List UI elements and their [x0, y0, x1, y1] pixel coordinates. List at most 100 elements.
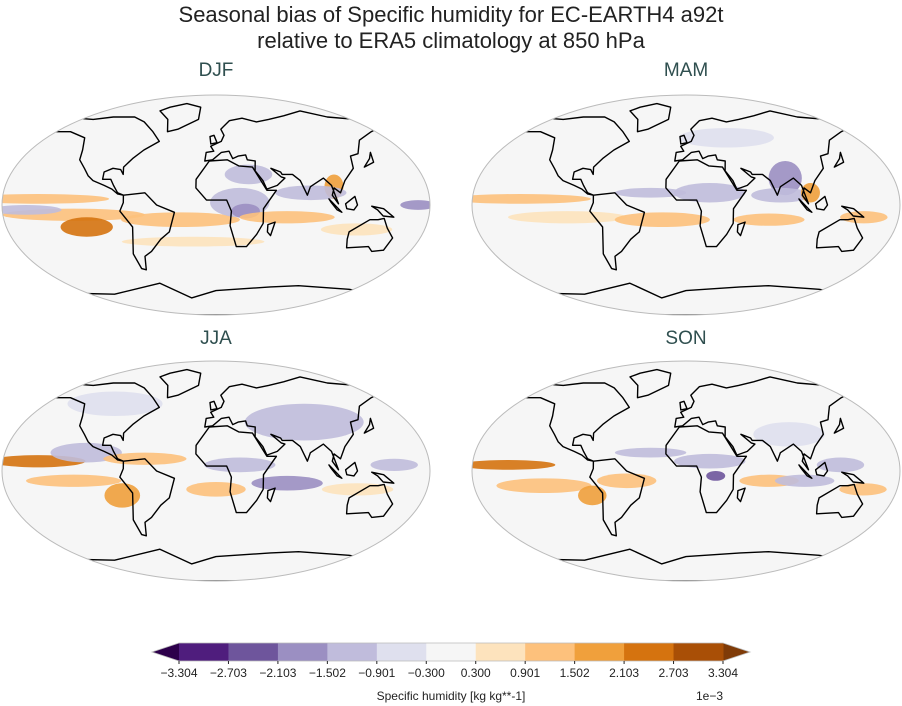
- bias-contour: [60, 217, 113, 237]
- bias-contour: [275, 185, 347, 201]
- bias-contour: [400, 200, 430, 210]
- map-background: [472, 95, 900, 315]
- bias-contour: [753, 422, 825, 447]
- bias-contour: [674, 183, 746, 203]
- map-background: [472, 361, 900, 581]
- bias-contour: [2, 205, 62, 215]
- bias-contour: [224, 164, 273, 185]
- coastline-new-guinea: [841, 205, 865, 218]
- colorbar-extend-max: [723, 643, 750, 661]
- coastline-north-america: [55, 116, 160, 196]
- coastline-uk: [679, 400, 688, 411]
- colorbar-tick-label: −3.304: [160, 666, 197, 680]
- coastline-madagascar: [736, 487, 746, 503]
- coastline-antarctica: [61, 282, 371, 315]
- colorbar-segment: [624, 643, 675, 661]
- coastline-greenland: [629, 368, 672, 399]
- bias-contour: [751, 187, 811, 203]
- bias-contour: [121, 236, 265, 247]
- colorbar-tick-label: 0.901: [510, 666, 540, 680]
- map-boundary: [1, 94, 431, 316]
- coastline-sumatra: [328, 198, 343, 213]
- coastline-japan: [833, 151, 845, 168]
- colorbar: −3.304 −2.703 −2.103 −1.502 −0.901 −0.300 0.30…: [150, 642, 752, 703]
- bias-contour: [678, 127, 774, 148]
- map-panel-son: [471, 360, 901, 582]
- colorbar-segment: [228, 643, 279, 661]
- panel-title-mam: MAM: [663, 60, 709, 81]
- coastline-south-america: [119, 458, 176, 537]
- bias-contour: [121, 212, 240, 228]
- coastline-madagascar: [266, 487, 276, 503]
- colorbar-segment: [673, 643, 724, 661]
- bias-contour: [578, 485, 607, 506]
- panel-title-jja: JJA: [200, 328, 232, 349]
- coastline-japan: [363, 151, 375, 168]
- bias-contour: [508, 211, 627, 224]
- bias-contour: [104, 483, 141, 508]
- figure-title-line2: relative to ERA5 climatology at 850 hPa: [257, 28, 645, 53]
- colorbar-tick-label: 2.103: [609, 666, 639, 680]
- colorbar-segment: [525, 643, 576, 661]
- coastline-eurasia: [674, 376, 854, 471]
- coastline-africa: [195, 425, 278, 514]
- coastline-japan: [363, 417, 375, 434]
- coastline-sumatra: [798, 464, 813, 479]
- map-boundary: [471, 360, 901, 582]
- coastline-antarctica: [531, 282, 841, 315]
- colorbar-tick-label: 0.300: [461, 666, 491, 680]
- coastline-south-america: [589, 458, 646, 537]
- bias-contour: [614, 187, 687, 198]
- bias-contour: [67, 391, 163, 416]
- coastline-sumatra: [798, 198, 813, 213]
- coastline-north-america: [525, 382, 630, 462]
- coastline-uk: [679, 134, 688, 145]
- colorbar-tick-label: −1.502: [309, 666, 346, 680]
- bias-contour: [768, 161, 802, 196]
- bias-contour: [472, 194, 591, 204]
- bias-contour: [26, 474, 122, 487]
- coastline-uk: [209, 134, 218, 145]
- colorbar-multiplier: 1e−3: [696, 689, 723, 703]
- panel-title-son: SON: [665, 328, 707, 349]
- coastline-australia: [345, 483, 394, 519]
- bias-contour: [774, 474, 835, 487]
- bias-contour: [320, 223, 393, 236]
- colorbar-tick-label: −2.103: [259, 666, 296, 680]
- bias-contour: [370, 458, 419, 471]
- colorbar-segment: [574, 643, 625, 661]
- colorbar-segment: [426, 643, 477, 661]
- map-background: [2, 361, 430, 581]
- colorbar-tick-label: 1.502: [560, 666, 590, 680]
- coastline-south-america: [589, 192, 646, 271]
- colorbar-label: Specific humidity [kg kg**-1]: [377, 689, 526, 703]
- coastline-eurasia: [674, 110, 854, 205]
- coastline-borneo: [344, 195, 359, 211]
- coastline-africa: [665, 425, 748, 514]
- coastline-madagascar: [266, 221, 276, 237]
- coastline-australia: [345, 217, 394, 253]
- map-panel-jja: [1, 360, 431, 582]
- map-panel-djf: [1, 94, 431, 316]
- colorbar-segment: [475, 643, 526, 661]
- figure-title-line1: Seasonal bias of Specific humidity for E…: [178, 2, 724, 27]
- bias-contour: [50, 442, 122, 463]
- bias-contour: [496, 478, 592, 493]
- bias-contour: [239, 211, 335, 224]
- coastline-greenland: [159, 102, 202, 133]
- coastline-africa: [195, 159, 278, 248]
- bias-contour: [204, 457, 276, 473]
- coastline-new-guinea: [841, 471, 865, 484]
- coastline-uk: [209, 400, 218, 411]
- bias-contour: [251, 475, 323, 491]
- colorbar-tick-label: −0.901: [358, 666, 395, 680]
- bias-contour: [674, 453, 746, 469]
- panel-title-djf: DJF: [198, 60, 234, 81]
- colorbar-extend-min: [152, 643, 179, 661]
- coastline-new-guinea: [371, 205, 395, 218]
- bias-contour: [839, 483, 887, 496]
- coastline-eurasia: [204, 110, 384, 205]
- coastline-north-america: [525, 116, 630, 196]
- coastline-australia: [815, 483, 864, 519]
